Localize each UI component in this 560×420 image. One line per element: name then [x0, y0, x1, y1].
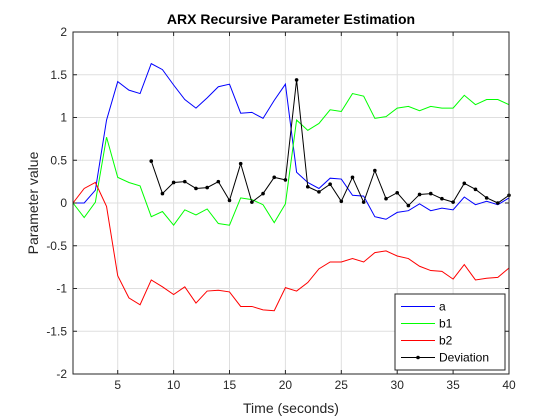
x-tick-label: 15	[223, 378, 237, 392]
data-point-deviation	[227, 198, 232, 203]
data-point-deviation	[238, 161, 243, 166]
legend-marker	[416, 355, 420, 360]
x-tick-label: 40	[502, 378, 516, 392]
data-point-deviation	[496, 201, 500, 205]
data-point-deviation	[250, 200, 254, 204]
y-tick-label: -1.5	[46, 324, 67, 338]
series-line-b2	[72, 181, 510, 312]
y-tick-label: -0.5	[46, 239, 67, 253]
y-tick-label: 0	[60, 196, 67, 210]
data-point-deviation	[149, 159, 154, 163]
x-tick-label: 20	[279, 378, 293, 392]
legend-label: a	[439, 300, 446, 314]
y-tick-label: 2	[60, 25, 67, 39]
data-point-deviation	[194, 186, 198, 191]
data-point-deviation	[294, 78, 299, 82]
data-point-deviation	[328, 182, 332, 186]
data-point-deviation	[473, 187, 478, 192]
data-point-deviation	[484, 196, 489, 200]
series-layer	[72, 62, 511, 312]
data-point-deviation	[384, 196, 388, 201]
data-point-deviation	[440, 196, 444, 201]
data-point-deviation	[272, 175, 277, 180]
legend-label: b1	[439, 317, 453, 331]
data-point-deviation	[305, 184, 310, 189]
data-point-deviation	[361, 200, 366, 204]
data-point-deviation	[339, 199, 344, 204]
y-tick-label: -2	[56, 367, 67, 381]
data-point-deviation	[462, 181, 467, 186]
x-tick-label: 30	[391, 378, 405, 392]
data-point-deviation	[373, 168, 377, 173]
x-tick-label: 10	[167, 378, 181, 392]
legend-label: Deviation	[439, 351, 489, 365]
data-point-deviation	[406, 203, 411, 208]
data-point-deviation	[205, 185, 209, 190]
data-point-deviation	[417, 192, 422, 197]
data-point-deviation	[160, 191, 165, 196]
y-axis-label: Parameter value	[25, 151, 41, 254]
data-point-deviation	[171, 180, 176, 185]
data-point-deviation	[283, 178, 288, 182]
data-point-deviation	[350, 175, 355, 180]
data-point-deviation	[428, 191, 433, 196]
data-point-deviation	[216, 179, 221, 184]
y-tick-label: -1	[56, 282, 67, 296]
y-tick-label: 1	[60, 111, 67, 125]
y-tick-label: 0.5	[50, 153, 67, 167]
data-point-deviation	[317, 190, 321, 194]
legend-label: b2	[439, 334, 453, 348]
x-tick-label: 35	[446, 378, 460, 392]
series-line-b1	[72, 92, 510, 227]
data-point-deviation	[182, 179, 187, 184]
y-tick-label: 1.5	[50, 68, 67, 82]
data-point-deviation	[451, 200, 455, 204]
x-tick-label: 25	[335, 378, 349, 392]
legend: a b1 b2 Deviation	[394, 293, 506, 371]
ticks: 5 10 15 20 25 30 35 40 -2 -1.5 -1 -0.5 0 0.5 1 1.5 2	[46, 25, 516, 392]
x-axis-label: Time (seconds)	[243, 400, 339, 416]
chart-title: ARX Recursive Parameter Estimation	[167, 11, 415, 27]
data-point-deviation	[261, 191, 265, 196]
data-point-deviation	[395, 190, 400, 195]
x-tick-label: 5	[114, 378, 121, 392]
